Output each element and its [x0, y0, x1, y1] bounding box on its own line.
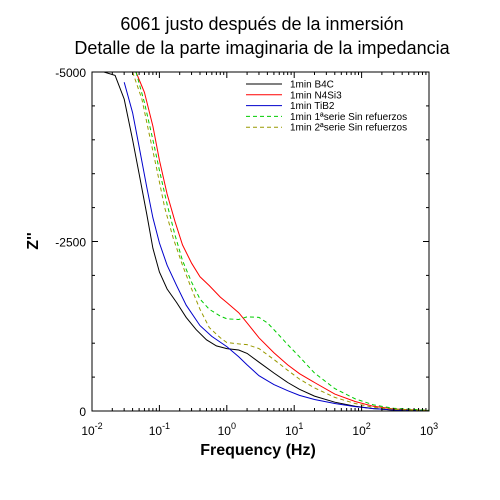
- x-tick-label: 10-1: [149, 421, 170, 438]
- series-line-3: [123, 82, 429, 411]
- legend-label-1: 1min B4C: [290, 80, 334, 91]
- y-tick-label: -2500: [55, 236, 86, 250]
- x-axis-label: Frequency (Hz): [200, 442, 316, 459]
- x-tick-label: 103: [420, 421, 438, 438]
- legend-label-4: 1min 1ªserie Sin refuerzos: [290, 112, 407, 123]
- series-lines: [103, 72, 429, 411]
- legend-label-2: 1min N4Si3: [290, 90, 342, 101]
- chart-subtitle: Detalle de la parte imaginaria de la imp…: [74, 38, 450, 58]
- y-tick-label: -5000: [55, 66, 86, 80]
- legend-label-5: 1min 2ªserie Sin refuerzos: [290, 123, 407, 134]
- axis-ticks: 10-2 10-1 100 101 102 103 -5000 -2500 0: [55, 66, 438, 438]
- x-tick-label: 101: [285, 421, 303, 438]
- y-axis-label: Z'': [25, 232, 42, 249]
- y-tick-label: 0: [79, 405, 86, 419]
- x-tick-label: 100: [218, 421, 236, 438]
- x-tick-label: 102: [352, 421, 370, 438]
- series-line-2: [135, 72, 429, 411]
- chart-title: 6061 justo después de la inmersión: [120, 14, 403, 34]
- x-tick-label: 10-2: [81, 421, 102, 438]
- series-line-4: [135, 72, 429, 411]
- series-line-1: [103, 72, 429, 411]
- legend-label-3: 1min TiB2: [290, 101, 335, 112]
- series-line-5: [132, 72, 429, 411]
